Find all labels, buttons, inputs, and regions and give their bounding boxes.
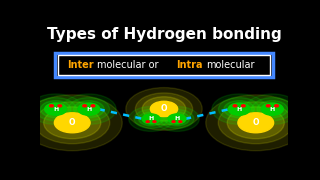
Bar bbox=[55, 53, 273, 77]
Text: H: H bbox=[270, 107, 275, 112]
Text: Intra: Intra bbox=[176, 60, 203, 70]
Text: Inter: Inter bbox=[67, 60, 93, 70]
Circle shape bbox=[206, 95, 306, 151]
Circle shape bbox=[74, 101, 104, 118]
Circle shape bbox=[126, 88, 202, 130]
Circle shape bbox=[179, 121, 182, 123]
Bar bbox=[58, 55, 270, 75]
Circle shape bbox=[275, 105, 278, 107]
Text: H: H bbox=[53, 107, 58, 112]
Circle shape bbox=[28, 94, 83, 124]
Circle shape bbox=[252, 98, 293, 121]
Text: O: O bbox=[252, 118, 259, 127]
Circle shape bbox=[245, 94, 300, 124]
Circle shape bbox=[155, 106, 199, 131]
Circle shape bbox=[44, 107, 101, 139]
Circle shape bbox=[35, 98, 76, 121]
Circle shape bbox=[61, 94, 116, 124]
Circle shape bbox=[266, 105, 270, 107]
Circle shape bbox=[91, 105, 95, 107]
Text: O: O bbox=[69, 118, 76, 127]
Circle shape bbox=[54, 113, 90, 133]
Circle shape bbox=[150, 101, 178, 116]
Text: H: H bbox=[174, 116, 180, 122]
Circle shape bbox=[172, 121, 175, 123]
Circle shape bbox=[35, 102, 110, 144]
Circle shape bbox=[261, 103, 283, 115]
Circle shape bbox=[153, 121, 156, 123]
Text: molecular or: molecular or bbox=[97, 60, 162, 70]
Circle shape bbox=[50, 105, 53, 107]
Circle shape bbox=[228, 103, 250, 115]
Text: molecular: molecular bbox=[206, 60, 255, 70]
Text: H: H bbox=[236, 107, 242, 112]
Text: H: H bbox=[148, 116, 154, 122]
Circle shape bbox=[142, 97, 186, 121]
Circle shape bbox=[139, 112, 164, 126]
Circle shape bbox=[212, 94, 267, 124]
Circle shape bbox=[83, 105, 86, 107]
Circle shape bbox=[45, 103, 67, 115]
Circle shape bbox=[129, 106, 173, 131]
Text: O: O bbox=[161, 104, 167, 113]
Circle shape bbox=[242, 105, 245, 107]
Circle shape bbox=[164, 112, 189, 126]
Circle shape bbox=[134, 109, 168, 128]
Circle shape bbox=[146, 121, 149, 123]
Circle shape bbox=[58, 105, 62, 107]
Circle shape bbox=[224, 101, 254, 118]
Text: Types of Hydrogen bonding: Types of Hydrogen bonding bbox=[47, 27, 281, 42]
Circle shape bbox=[238, 113, 274, 133]
Circle shape bbox=[68, 98, 109, 121]
Circle shape bbox=[40, 101, 71, 118]
Circle shape bbox=[160, 109, 194, 128]
Circle shape bbox=[219, 98, 260, 121]
Circle shape bbox=[78, 103, 100, 115]
Circle shape bbox=[257, 101, 288, 118]
Circle shape bbox=[22, 95, 122, 151]
Circle shape bbox=[227, 107, 284, 139]
Circle shape bbox=[218, 102, 293, 144]
Circle shape bbox=[142, 114, 160, 124]
Circle shape bbox=[135, 93, 193, 125]
Circle shape bbox=[233, 105, 237, 107]
Text: H: H bbox=[86, 107, 92, 112]
Circle shape bbox=[168, 114, 186, 124]
